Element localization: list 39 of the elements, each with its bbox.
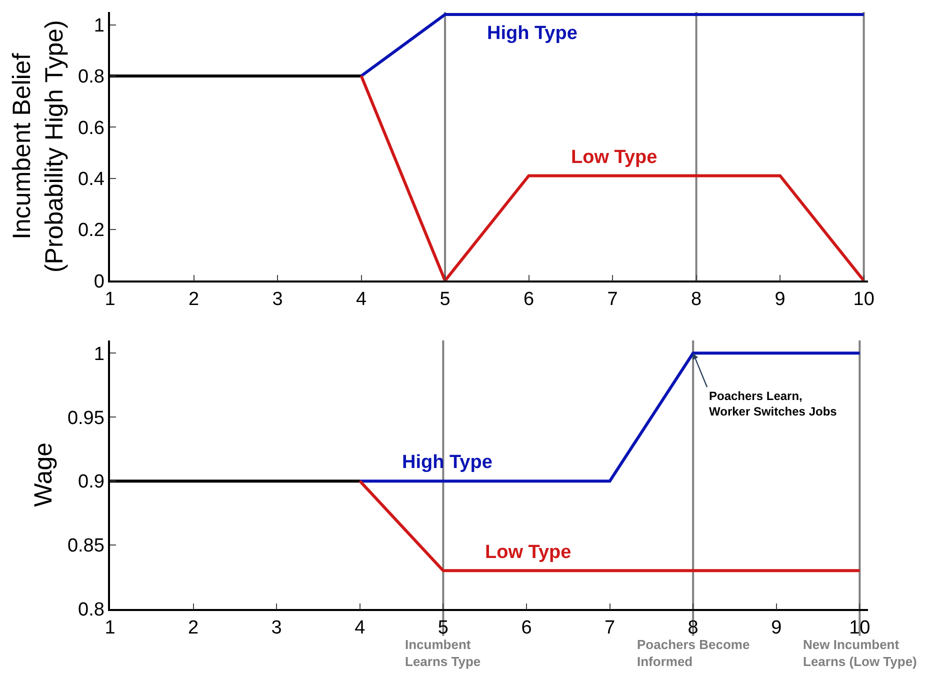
- x-tick-label: 5: [440, 289, 450, 310]
- y-tick-label: 0.8: [78, 66, 104, 88]
- ref-line-label: Incumbent Learns Type: [405, 637, 481, 669]
- x-tick-label: 4: [354, 618, 366, 639]
- y-tick-label: 0.2: [78, 220, 104, 242]
- annotation: Poachers Learn, Worker Switches Jobs: [709, 389, 838, 419]
- y-tick-label: 1: [94, 15, 104, 36]
- y-tick-label: 0.9: [78, 472, 104, 493]
- x-tick-label: 7: [604, 618, 616, 639]
- y-axis-title: Wage: [30, 442, 58, 507]
- x-tick-label: 9: [771, 618, 782, 639]
- y-axis-title: Incumbent Belief (Probability High Type): [8, 20, 68, 273]
- y-tick-label: 1: [94, 344, 104, 365]
- ref-line-label: New Incumbent Learns (Low Type): [803, 637, 917, 669]
- x-tick-label: 2: [188, 618, 199, 639]
- x-tick-label: 6: [521, 618, 532, 639]
- y-tick-label: 0: [94, 271, 104, 292]
- x-tick-label: 10: [853, 289, 874, 310]
- x-tick-label: 5: [438, 618, 448, 639]
- series-label: Low Type: [485, 542, 572, 563]
- x-tick-label: 4: [356, 289, 367, 310]
- y-tick-label: 0.8: [78, 600, 104, 621]
- ref-line-label: Poachers Become Informed: [637, 637, 750, 669]
- x-tick-label: 2: [188, 289, 200, 310]
- y-tick-label: 0.4: [78, 168, 105, 190]
- y-tick-label: 0.95: [67, 408, 104, 429]
- y-tick-label: 0.85: [67, 536, 104, 557]
- x-tick-label: 9: [774, 289, 786, 310]
- x-tick-label: 3: [271, 618, 282, 639]
- x-tick-label: 7: [607, 289, 618, 310]
- series-label: High Type: [487, 23, 578, 44]
- x-tick-label: 8: [688, 618, 698, 639]
- x-tick-label: 8: [691, 289, 702, 310]
- x-tick-label: 10: [849, 618, 870, 639]
- x-tick-label: 6: [523, 289, 534, 310]
- x-tick-label: 3: [272, 289, 283, 310]
- y-tick-label: 0.6: [78, 118, 104, 139]
- series-label: High Type: [402, 452, 492, 473]
- series-label: Low Type: [571, 147, 658, 168]
